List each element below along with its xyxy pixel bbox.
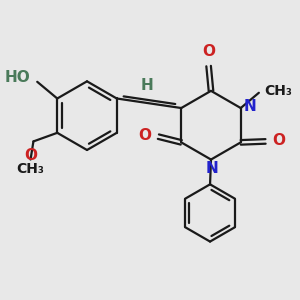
- Text: O: O: [202, 44, 215, 59]
- Text: CH₃: CH₃: [16, 162, 44, 176]
- Text: H: H: [140, 78, 153, 93]
- Text: O: O: [139, 128, 152, 143]
- Text: N: N: [244, 99, 257, 114]
- Text: HO: HO: [5, 70, 31, 86]
- Text: N: N: [206, 161, 219, 176]
- Text: O: O: [24, 148, 37, 163]
- Text: O: O: [272, 133, 285, 148]
- Text: CH₃: CH₃: [265, 84, 292, 98]
